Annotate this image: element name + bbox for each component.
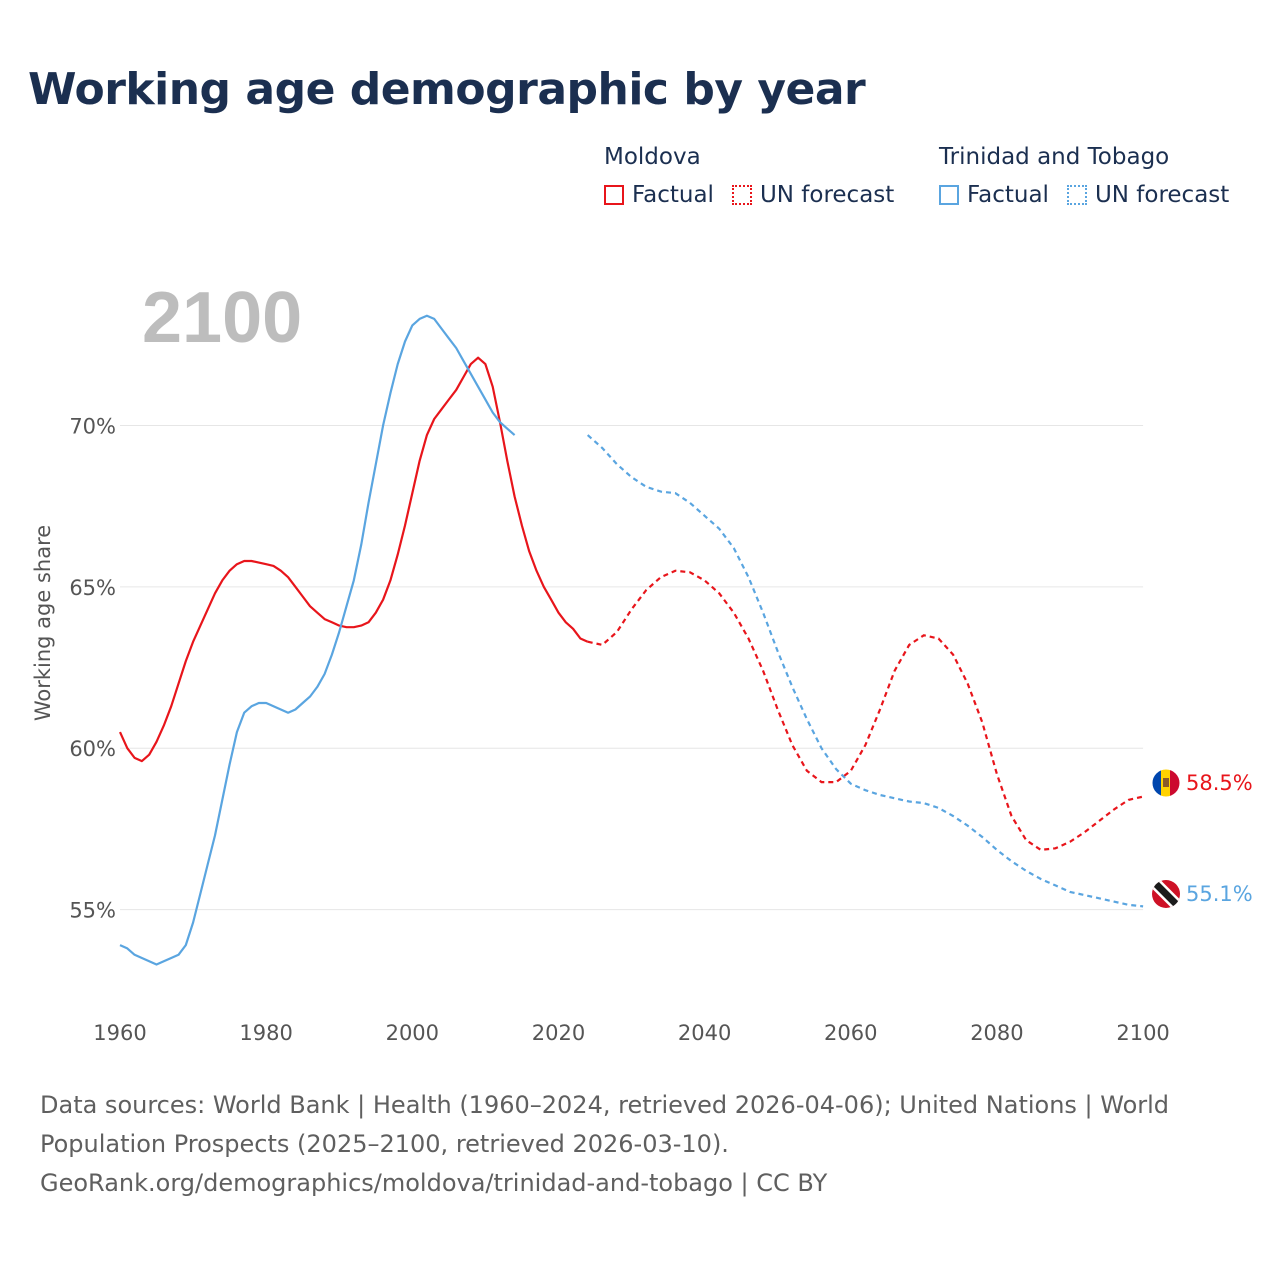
y-tick-label: 55% [69, 899, 116, 923]
legend-swatch-solid [604, 185, 624, 205]
x-tick-label: 2020 [532, 1021, 585, 1045]
x-tick-label: 2080 [970, 1021, 1023, 1045]
chart-title: Working age demographic by year [28, 64, 866, 115]
legend-swatch-dotted [731, 185, 752, 205]
sources-line: Population Prospects (2025–2100, retriev… [40, 1130, 729, 1158]
legend-label: Factual [967, 182, 1049, 208]
series-line-trinidad-and-tobago-forecast[interactable] [586, 434, 1144, 908]
x-tick-label: 2100 [1116, 1021, 1169, 1045]
legend-country-label: Moldova [604, 144, 701, 170]
series-line-trinidad-and-tobago-factual[interactable] [119, 314, 516, 966]
year-overlay: 2100 [142, 278, 302, 358]
trinidad-and-tobago-flag [1152, 880, 1180, 908]
legend-item-moldova-factual[interactable]: Factual [604, 182, 714, 208]
x-tick-label: 1980 [239, 1021, 292, 1045]
x-tick-label: 1960 [93, 1021, 146, 1045]
legend-swatch-dotted [1066, 185, 1087, 205]
legend-label: UN forecast [1094, 182, 1230, 208]
y-tick-label: 65% [69, 576, 116, 600]
y-tick-label: 60% [69, 737, 116, 761]
sources-line: Data sources: World Bank | Health (1960–… [40, 1091, 1170, 1119]
series-line-moldova-factual[interactable] [118, 356, 589, 763]
series-line-moldova-forecast[interactable] [587, 569, 1144, 852]
legend-swatch-solid [939, 185, 959, 205]
legend-item-moldova-forecast[interactable]: UN forecast [731, 182, 895, 208]
legend-item-trinidad-forecast[interactable]: UN forecast [1066, 182, 1230, 208]
legend-group-trinidad-and-tobago: Trinidad and Tobago Factual UN forecast [939, 144, 1229, 208]
line-chart: 2100 Working age share 55% 60% 65% 70% 1960 1… [31, 278, 1253, 1045]
legend-country-label: Trinidad and Tobago [939, 144, 1170, 170]
legend-group-moldova: Moldova Factual UN forecast [604, 144, 894, 208]
data-sources: Data sources: World Bank | Health (1960–… [40, 1086, 1240, 1203]
legend-label: Factual [632, 182, 714, 208]
legend-label: UN forecast [759, 182, 895, 208]
x-tick-label: 2060 [824, 1021, 877, 1045]
y-axis-label: Working age share [31, 525, 55, 721]
moldova-flag [1151, 768, 1181, 798]
sources-link[interactable]: GeoRank.org/demographics/moldova/trinida… [40, 1169, 828, 1197]
legend-item-trinidad-factual[interactable]: Factual [939, 182, 1049, 208]
x-tick-label: 2040 [678, 1021, 731, 1045]
x-tick-label: 2000 [386, 1021, 439, 1045]
y-tick-label: 70% [69, 414, 116, 438]
end-value-label-moldova: 58.5% [1186, 771, 1253, 795]
end-value-label-trinidad: 55.1% [1186, 882, 1253, 906]
